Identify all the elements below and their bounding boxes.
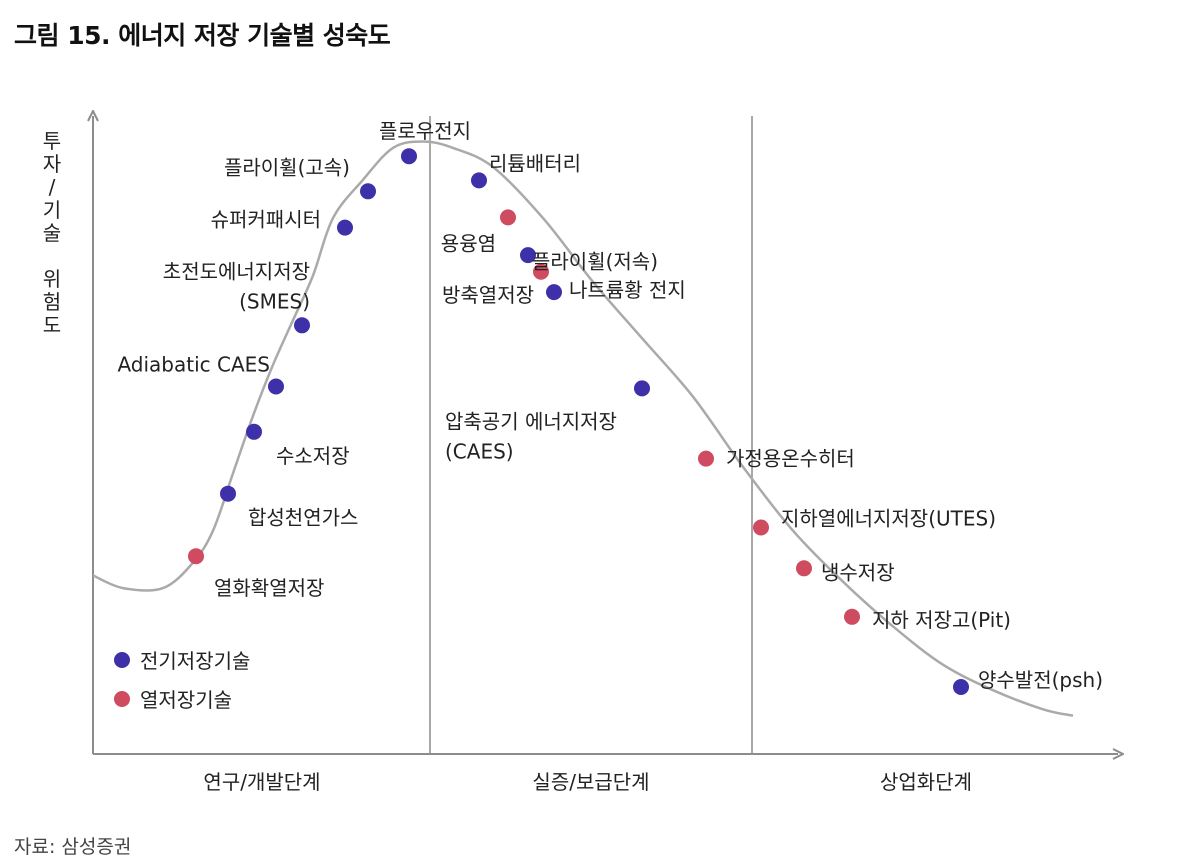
data-point-1 (188, 548, 204, 565)
legend-thermal-label: 열저장기술 (140, 688, 232, 712)
data-label-14: 압축공기 에너지저장 (CAES) (445, 409, 617, 463)
data-point-17 (796, 560, 812, 577)
data-point-16 (753, 519, 769, 536)
data-point-13 (546, 284, 562, 301)
data-label-7: 플라이휠(고속) (224, 155, 350, 179)
data-point-19 (953, 679, 969, 695)
stage-label-demonstration: 실증/보급단계 (532, 770, 649, 794)
source-note: 자료: 삼성증권 (14, 836, 132, 858)
data-point-15 (698, 450, 714, 467)
data-point-12 (533, 263, 549, 280)
data-point-9 (471, 172, 487, 189)
data-label-19: 양수발전(psh) (978, 668, 1103, 692)
data-label-2: 합성천연가스 (248, 506, 358, 530)
data-label-16: 지하열에너지저장(UTES) (781, 507, 996, 531)
data-point-5 (294, 317, 310, 334)
data-label-17: 냉수저장 (821, 560, 895, 584)
data-label-11: 방축열저장 (442, 283, 534, 307)
data-labels: 열화확열저장 합성천연가스 수소저장 Adiabatic CAES 초전도에너지저장 (S… (117, 119, 1103, 692)
data-point-4 (268, 378, 284, 395)
data-point-7 (360, 183, 376, 200)
data-label-5: 초전도에너지저장 (SMES) (163, 259, 310, 313)
data-label-1: 열화확열저장 (214, 576, 324, 600)
data-label-6: 슈퍼커패시터 (211, 208, 321, 232)
data-label-4: Adiabatic CAES (117, 353, 270, 377)
data-point-2 (220, 485, 236, 502)
data-label-18: 지하 저장고(Pit) (872, 608, 1011, 632)
data-point-18 (844, 608, 860, 625)
data-points (188, 148, 969, 695)
data-label-15: 가정용온수히터 (726, 447, 855, 471)
legend-electric-label: 전기저장기술 (140, 649, 250, 673)
data-label-10: 용융염 (441, 231, 496, 255)
data-point-11 (520, 247, 536, 264)
data-point-8 (401, 148, 417, 165)
data-point-3 (246, 423, 262, 440)
data-label-13: 나트륨황 전지 (569, 278, 686, 302)
data-point-14 (634, 380, 650, 397)
figure-title: 그림 15. 에너지 저장 기술별 성숙도 (14, 21, 391, 50)
legend: 전기저장기술 열저장기술 (114, 649, 250, 712)
data-label-3: 수소저장 (276, 444, 350, 468)
data-label-9: 리튬배터리 (489, 151, 581, 175)
data-point-10 (500, 209, 516, 226)
data-label-8: 플로우전지 (379, 119, 471, 143)
stage-label-commercial: 상업화단계 (880, 770, 972, 794)
data-label-12: 플라이휠(저속) (532, 250, 658, 274)
data-point-6 (337, 219, 353, 236)
stage-label-research: 연구/개발단계 (203, 770, 320, 794)
legend-thermal-marker (114, 691, 130, 707)
legend-electric-marker (114, 652, 130, 668)
